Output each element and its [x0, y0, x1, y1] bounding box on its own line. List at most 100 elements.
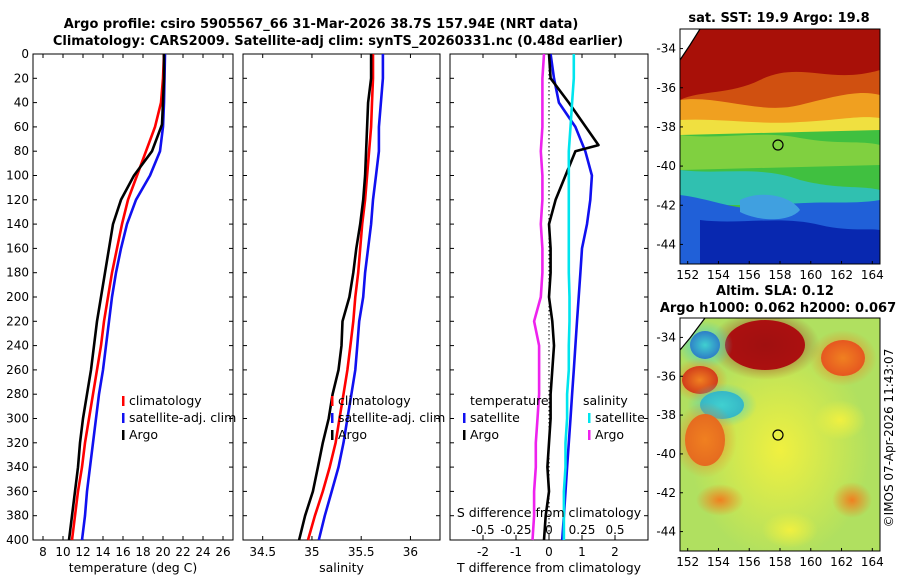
sal-legend-swatch — [331, 413, 334, 423]
sst-xtick-label: 164 — [861, 268, 884, 282]
temp-ytick-label: 360 — [6, 484, 29, 498]
copyright-credit: ©IMOS 07-Apr-2026 11:43:07 — [882, 349, 896, 528]
diff-sal-legend-swatch — [588, 430, 591, 440]
temp-ytick-label: 220 — [6, 314, 29, 328]
sst-map-image — [680, 29, 880, 264]
temp-xtick-label: 24 — [195, 545, 210, 559]
diff-x2tick-label: 0 — [545, 523, 553, 537]
diff-temp-legend-swatch — [463, 413, 466, 423]
temp-xtick-label: 16 — [115, 545, 130, 559]
sst-xtick-label: 152 — [676, 268, 699, 282]
sla-xtick-label: 164 — [861, 555, 884, 569]
diff-xtick-label: 1 — [578, 545, 586, 559]
sst-xtick-label: 160 — [799, 268, 822, 282]
temp-ytick-label: 80 — [14, 144, 29, 158]
temp-xtick-label: 10 — [55, 545, 70, 559]
diff-series-salinity-argo — [531, 53, 546, 541]
sal-xtick-label: 34.5 — [249, 545, 276, 559]
sla-map-axes: 152 154 156 158 160 162 164 -34 -36 -38 -40 -42 -44 — [656, 330, 883, 569]
sla-map-subtitle: Argo h1000: 0.062 h2000: 0.067 — [660, 301, 896, 316]
sla-ytick-label: -42 — [656, 486, 676, 500]
difference-panel: -2 -1 0 1 2T difference from climatology S di… — [449, 53, 649, 575]
diff-temp-legend-swatch — [463, 430, 466, 440]
temp-series-argo — [67, 54, 166, 541]
sal-legend-label: Argo — [338, 427, 367, 442]
sla-ytick-label: -38 — [656, 408, 676, 422]
temp-xtick-label: 20 — [155, 545, 170, 559]
sal-xtick-label: 35.5 — [348, 545, 375, 559]
sla-xtick-label: 154 — [707, 555, 730, 569]
temp-ytick-label: 320 — [6, 436, 29, 450]
temp-ytick-label: 280 — [6, 387, 29, 401]
temp-ytick-label: 120 — [6, 193, 29, 207]
sal-legend-label: climatology — [338, 393, 411, 408]
temp-xtick-label: 18 — [135, 545, 150, 559]
sst-map-axes: 152 154 156 158 160 162 164 -34 -36 -38 -40 -42 -44 — [656, 42, 883, 282]
temp-ytick-label: 200 — [6, 290, 29, 304]
temp-ytick-label: 60 — [14, 120, 29, 134]
temp-xtick-label: 26 — [215, 545, 230, 559]
diff-xtick-label: -2 — [477, 545, 489, 559]
sal-xtick-label: 36 — [403, 545, 418, 559]
figure-title-line1: Argo profile: csiro 5905567_66 31-Mar-20… — [64, 17, 579, 32]
temp-ytick-label: 0 — [21, 47, 29, 61]
sst-map-title: sat. SST: 19.9 Argo: 19.8 — [688, 11, 869, 26]
diff-x2tick-label: 0.5 — [605, 523, 624, 537]
diff-sal-legend-label: satellite — [595, 410, 645, 425]
sla-map-image — [680, 318, 880, 551]
temp-ytick-label: 240 — [6, 339, 29, 353]
temp-series-climatology — [70, 53, 166, 541]
sla-xtick-label: 156 — [738, 555, 761, 569]
diff-sal-legend-swatch — [588, 413, 591, 423]
temp-legend-label: satellite-adj. clim — [129, 410, 236, 425]
temp-ytick-label: 380 — [6, 509, 29, 523]
sla-ytick-label: -40 — [656, 447, 676, 461]
temp-ytick-label: 140 — [6, 217, 29, 231]
diff-temp-legend-label: Argo — [470, 427, 499, 442]
diff-x2tick-label: -0.25 — [500, 523, 531, 537]
temp-ytick-label: 20 — [14, 71, 29, 85]
sst-xtick-label: 158 — [769, 268, 792, 282]
sla-xtick-label: 158 — [769, 555, 792, 569]
temp-legend-label: Argo — [129, 427, 158, 442]
sst-xtick-label: 156 — [738, 268, 761, 282]
sla-ytick-label: -34 — [656, 330, 676, 344]
diff-x2label: S difference from climatology — [457, 505, 642, 520]
temp-legend-swatch — [122, 413, 125, 423]
diff-xtick-label: 0 — [545, 545, 553, 559]
sst-ytick-label: -34 — [656, 42, 676, 56]
sla-xtick-label: 162 — [830, 555, 853, 569]
temp-xlabel: temperature (deg C) — [69, 560, 198, 575]
salinity-panel: 34.5 35 35.5 36 salinity climatology satellite… — [242, 53, 445, 575]
sst-ytick-label: -42 — [656, 198, 676, 212]
temp-ytick-label: 300 — [6, 412, 29, 426]
temp-ytick-label: 100 — [6, 169, 29, 183]
diff-series-temperature-argo — [542, 53, 600, 541]
sal-xlabel: salinity — [319, 560, 364, 575]
sal-legend-swatch — [331, 430, 334, 440]
sal-axes-box — [242, 53, 441, 541]
sst-ytick-label: -40 — [656, 159, 676, 173]
diff-legend-temp-title: temperature — [470, 393, 549, 408]
sal-series-satellite-adj-clim — [317, 54, 385, 541]
temp-xtick-label: 8 — [39, 545, 47, 559]
temperature-panel: 8 10 12 14 16 18 20 22 24 26 temperature (deg C) 0 2… — [6, 47, 236, 575]
diff-sal-legend-label: Argo — [595, 427, 624, 442]
temp-xtick-label: 14 — [95, 545, 110, 559]
temp-axes-box — [32, 53, 234, 541]
sal-series-climatology — [306, 54, 375, 541]
sal-series-argo — [297, 54, 373, 541]
diff-xlabel: T difference from climatology — [456, 560, 642, 575]
temp-legend-swatch — [122, 396, 125, 406]
diff-temp-legend-label: satellite — [470, 410, 520, 425]
sla-ytick-label: -36 — [656, 369, 676, 383]
temp-ytick-label: 260 — [6, 363, 29, 377]
temp-ytick-label: 160 — [6, 241, 29, 255]
diff-xtick-label: 2 — [611, 545, 619, 559]
temp-ytick-label: 400 — [6, 533, 29, 547]
temp-xtick-label: 12 — [75, 545, 90, 559]
diff-x2tick-label: 0.25 — [569, 523, 596, 537]
sla-map-title: Altim. SLA: 0.12 — [716, 284, 834, 299]
sla-ytick-label: -44 — [656, 525, 676, 539]
